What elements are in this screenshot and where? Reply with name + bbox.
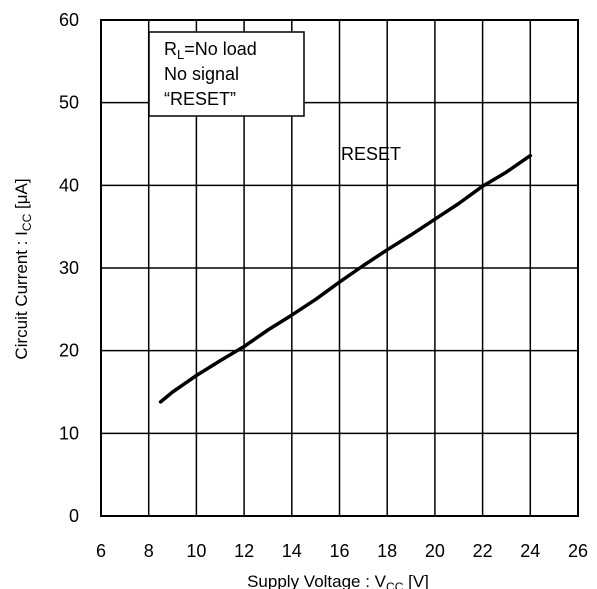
y-tick-label: 30 [59, 258, 79, 278]
y-tick-label: 20 [59, 341, 79, 361]
y-tick-label: 40 [59, 175, 79, 195]
series-label-reset: RESET [341, 144, 401, 164]
x-tick-label: 10 [186, 541, 206, 561]
plot-frame [100, 19, 579, 517]
x-tick-label: 24 [520, 541, 540, 561]
legend-frame [148, 31, 305, 117]
y-tick-labels: 0 10 20 30 40 50 60 [59, 10, 79, 526]
legend-line-2: No signal [164, 64, 239, 84]
series-line-reset [158, 153, 533, 404]
y-tick-label: 60 [59, 10, 79, 30]
x-tick-label: 20 [425, 541, 445, 561]
legend-line-1: RL=No load [164, 39, 257, 62]
x-tick-label: 14 [282, 541, 302, 561]
x-tick-labels: 6 8 10 12 14 16 18 20 22 24 26 [96, 541, 588, 561]
series-layer [158, 153, 533, 404]
y-axis-title: Circuit Current : ICC [μA] [12, 178, 34, 359]
x-tick-label: 12 [234, 541, 254, 561]
y-tick-label: 0 [69, 506, 79, 526]
y-tick-label: 10 [59, 423, 79, 443]
x-tick-label: 6 [96, 541, 106, 561]
x-axis-title: Supply Voltage : VCC [V] [247, 572, 429, 589]
x-tick-label: 18 [377, 541, 397, 561]
x-tick-label: 26 [568, 541, 588, 561]
legend-box: RL=No load No signal “RESET” [148, 31, 305, 117]
x-tick-label: 22 [473, 541, 493, 561]
legend-line-3: “RESET” [164, 89, 236, 109]
x-tick-label: 8 [144, 541, 154, 561]
x-tick-label: 16 [329, 541, 349, 561]
y-tick-label: 50 [59, 93, 79, 113]
